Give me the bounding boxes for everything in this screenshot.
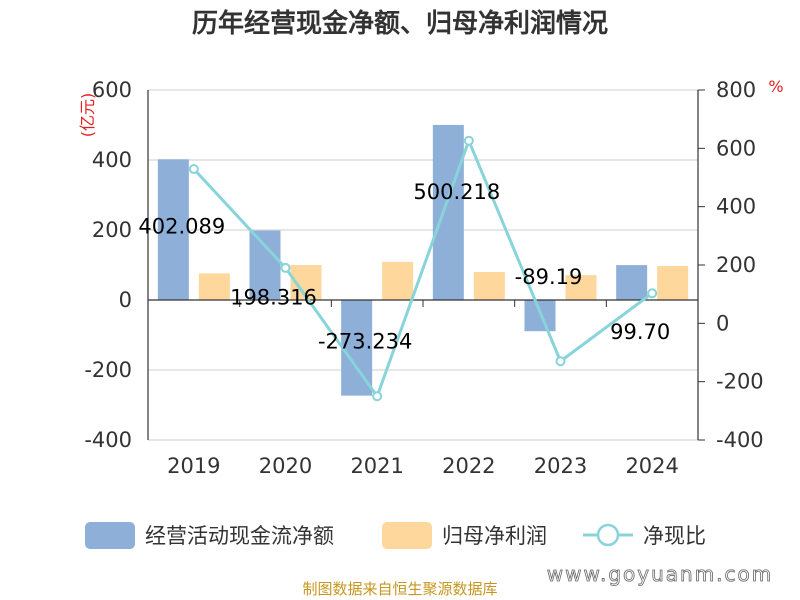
y-left-tick-label: -200 — [84, 358, 132, 382]
source-note: 制图数据来自恒生聚源数据库 — [302, 580, 497, 598]
bar-cashflow — [616, 265, 648, 300]
bar-cashflow — [249, 230, 281, 300]
data-labels: 402.089 198.316-273.234 500.218 -89.19 99.70 — [138, 180, 670, 354]
bar-cashflow — [432, 124, 464, 300]
y-left-tick-label: -400 — [84, 428, 132, 452]
x-tick-label: 2019 — [167, 454, 220, 478]
x-tick-label: 2020 — [259, 454, 312, 478]
y-right-tick-label: 800 — [716, 78, 756, 102]
line-series — [188, 135, 658, 402]
y-right-tick-label: -200 — [716, 370, 764, 394]
legend-cashflow-label: 经营活动现金流净额 — [145, 524, 334, 548]
legend-net-profit-swatch — [382, 522, 432, 549]
legend-cashflow-swatch — [85, 522, 135, 549]
bar-net-profit — [657, 266, 689, 300]
axes: 600 400 200 0 -200 -400 800 600 400 200 0 -200 -400 2… — [84, 78, 763, 478]
line-point-net-cash-ratio — [555, 356, 566, 367]
x-tick-label: 2021 — [350, 454, 403, 478]
line-point-net-cash-ratio — [647, 288, 658, 299]
data-label: 198.316 — [230, 286, 317, 310]
y-left-tick-label: 600 — [92, 78, 132, 102]
x-tick-label: 2024 — [625, 454, 678, 478]
data-label: -89.19 — [515, 265, 583, 289]
y-left-tick-label: 200 — [92, 218, 132, 242]
bar-net-profit — [382, 261, 414, 300]
x-tick-label: 2023 — [534, 454, 587, 478]
bar-net-profit — [198, 273, 230, 300]
y-right-tick-label: 200 — [716, 253, 756, 277]
legend-net-cash-ratio-marker — [596, 523, 620, 547]
data-label: 99.70 — [610, 320, 670, 344]
x-tick-label: 2022 — [442, 454, 495, 478]
y-right-tick-label: 400 — [716, 195, 756, 219]
y-right-tick-label: 0 — [716, 311, 729, 335]
chart-title: 历年经营现金净额、归母净利润情况 — [192, 8, 608, 39]
legend-net-profit-label: 归母净利润 — [442, 524, 547, 548]
right-axis-unit: % — [768, 77, 783, 96]
line-net-cash-ratio — [192, 136, 654, 400]
bar-series — [157, 124, 689, 396]
y-left-tick-label: 400 — [92, 148, 132, 172]
line-point-net-cash-ratio — [463, 135, 474, 146]
bar-net-profit — [473, 272, 505, 300]
line-point-net-cash-ratio — [188, 164, 199, 175]
legend: 经营活动现金流净额 归母净利润 净现比 — [85, 522, 706, 549]
line-point-net-cash-ratio — [372, 391, 383, 402]
y-right-tick-label: 600 — [716, 136, 756, 160]
y-right-tick-label: -400 — [716, 428, 764, 452]
bar-net-profit — [565, 275, 597, 300]
line-point-net-cash-ratio — [280, 262, 291, 273]
data-label: 402.089 — [138, 214, 225, 238]
bar-cashflow — [157, 159, 189, 300]
data-label: -273.234 — [318, 330, 412, 354]
left-axis-unit: (亿元) — [78, 93, 97, 138]
watermark: www.goyuanm.com — [547, 562, 774, 586]
legend-net-cash-ratio-label: 净现比 — [643, 524, 706, 548]
y-left-tick-label: 0 — [119, 288, 132, 312]
data-label: 500.218 — [413, 180, 500, 204]
